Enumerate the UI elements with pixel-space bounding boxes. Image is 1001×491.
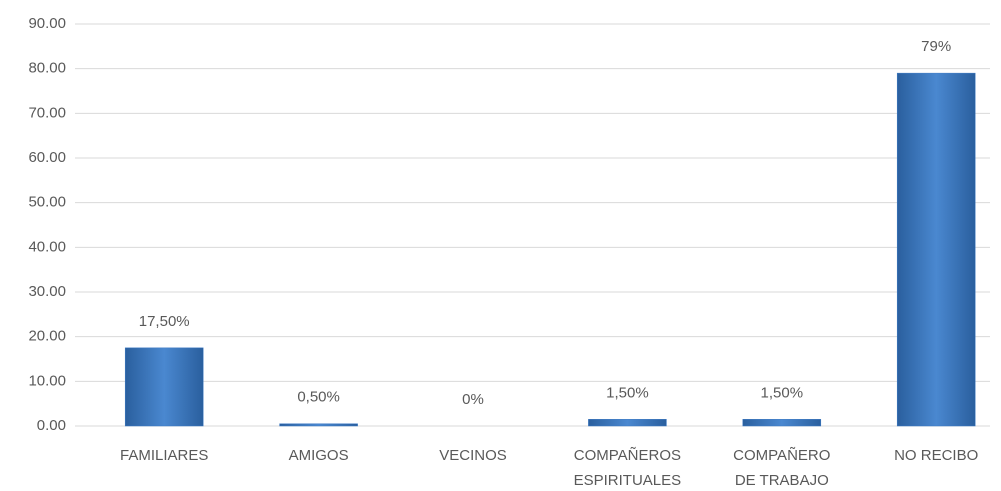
bar bbox=[124, 347, 204, 427]
bar bbox=[588, 419, 667, 427]
y-tick-label: 80.00 bbox=[28, 60, 66, 77]
y-tick-label: 0.00 bbox=[37, 417, 66, 434]
y-tick-label: 40.00 bbox=[28, 238, 66, 255]
bar bbox=[279, 423, 358, 427]
data-label: 0,50% bbox=[297, 389, 340, 406]
data-label: 17,50% bbox=[139, 313, 190, 330]
y-tick-label: 90.00 bbox=[28, 15, 66, 32]
x-tick-label: COMPAÑEROS ESPIRITUALES bbox=[574, 447, 682, 489]
x-tick-label: COMPAÑERO DE TRABAJO bbox=[733, 447, 830, 489]
bar bbox=[896, 72, 976, 427]
y-tick-label: 60.00 bbox=[28, 149, 66, 166]
x-tick-label: NO RECIBO bbox=[894, 447, 978, 464]
y-tick-label: 70.00 bbox=[28, 104, 66, 121]
y-tick-label: 10.00 bbox=[28, 372, 66, 389]
data-label: 79% bbox=[921, 38, 951, 55]
bar bbox=[742, 419, 822, 427]
x-tick-label: AMIGOS bbox=[289, 447, 349, 464]
data-label: 1,50% bbox=[606, 384, 649, 401]
x-tick-label: FAMILIARES bbox=[120, 447, 208, 464]
x-tick-label: VECINOS bbox=[439, 447, 507, 464]
y-tick-label: 50.00 bbox=[28, 194, 66, 211]
data-label: 1,50% bbox=[761, 384, 804, 401]
y-tick-label: 30.00 bbox=[28, 283, 66, 300]
data-label: 0% bbox=[462, 391, 484, 408]
y-tick-label: 20.00 bbox=[28, 328, 66, 345]
